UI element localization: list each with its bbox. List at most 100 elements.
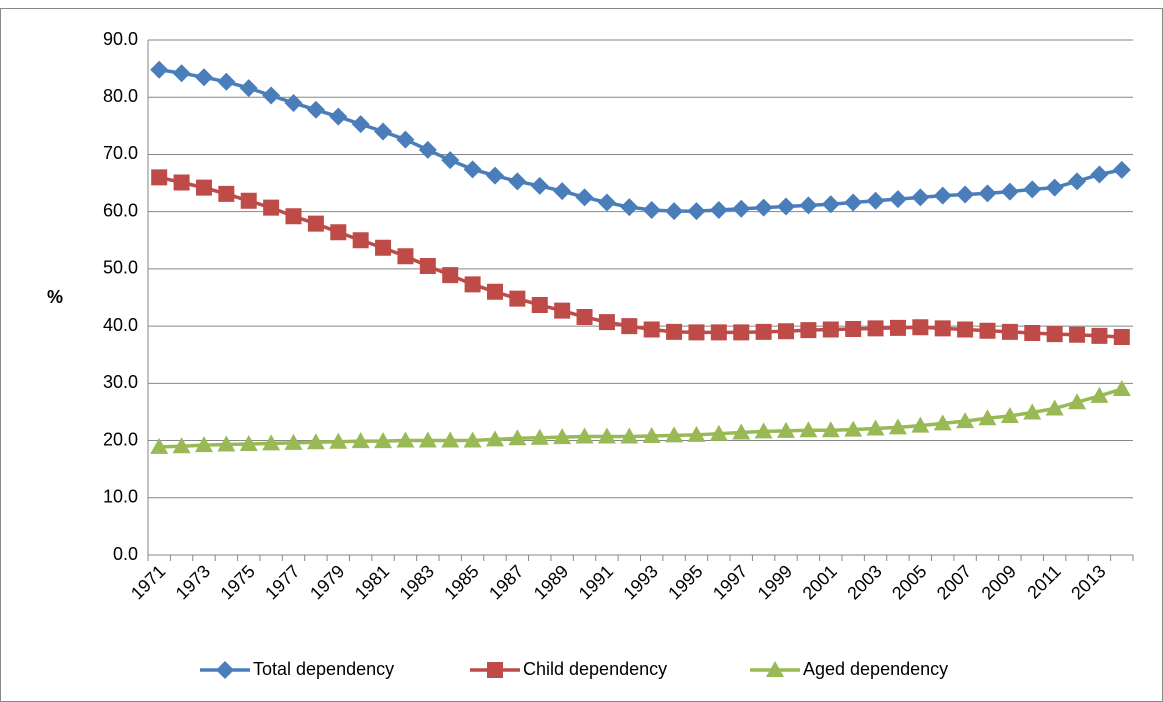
legend-label: Child dependency [523, 659, 667, 679]
data-point [687, 425, 706, 442]
data-point [888, 418, 907, 435]
data-point [866, 191, 885, 210]
data-point [866, 419, 885, 436]
data-point [530, 176, 549, 195]
legend-label: Aged dependency [803, 659, 948, 679]
data-point [844, 420, 863, 437]
legend-marker [766, 661, 784, 677]
data-point [194, 436, 213, 453]
data-point [1023, 403, 1042, 420]
data-point [1069, 326, 1086, 343]
data-point [374, 432, 393, 449]
data-point [441, 151, 460, 170]
x-tick-label: 2005 [888, 561, 930, 603]
series-line [158, 68, 1123, 213]
x-tick-label: 2013 [1067, 561, 1109, 603]
data-point [485, 166, 504, 185]
data-point [172, 437, 191, 454]
data-point [1046, 326, 1063, 343]
x-tick-label: 1981 [351, 561, 393, 603]
data-point [957, 321, 974, 338]
data-point [530, 428, 549, 445]
data-point [889, 319, 906, 336]
data-point [642, 200, 661, 219]
data-point [306, 100, 325, 119]
data-point [262, 86, 281, 105]
y-axis-label: % [47, 287, 63, 307]
data-point [374, 122, 393, 141]
data-point [1045, 399, 1064, 416]
x-tick-label: 1985 [440, 561, 482, 603]
data-point [933, 414, 952, 431]
y-tick-label: 80.0 [103, 86, 138, 106]
x-tick-label: 2003 [843, 561, 885, 603]
data-point [1068, 172, 1087, 191]
data-point [150, 437, 169, 454]
data-point [351, 115, 370, 134]
series-line [159, 387, 1123, 449]
y-tick-label: 50.0 [103, 258, 138, 278]
x-tick-label: 1983 [396, 561, 438, 603]
series-line [158, 175, 1122, 339]
data-point [418, 140, 437, 159]
data-point [262, 434, 281, 451]
y-tick-label: 10.0 [103, 487, 138, 507]
y-tick-label: 60.0 [103, 200, 138, 220]
data-point [665, 426, 684, 443]
data-point [172, 64, 191, 83]
data-point [687, 202, 706, 221]
data-point [911, 188, 930, 207]
y-tick-label: 30.0 [103, 372, 138, 392]
data-point [329, 432, 348, 449]
data-point [934, 320, 951, 337]
data-point [1001, 323, 1018, 340]
data-point [352, 232, 369, 249]
data-point [575, 427, 594, 444]
data-point [912, 319, 929, 336]
data-point [598, 314, 615, 331]
data-point [576, 308, 593, 325]
data-point [307, 215, 324, 232]
data-point [777, 197, 796, 216]
data-point [306, 433, 325, 450]
data-point [553, 182, 572, 201]
data-point [1023, 180, 1042, 199]
x-tick-label: 1971 [127, 561, 169, 603]
x-tick-label: 1993 [619, 561, 661, 603]
y-tick-label: 40.0 [103, 315, 138, 335]
data-point [553, 428, 572, 445]
x-tick-label: 1991 [575, 561, 617, 603]
data-point [1024, 324, 1041, 341]
data-point [710, 324, 727, 341]
data-point [485, 430, 504, 447]
data-point [150, 60, 169, 79]
data-point [956, 412, 975, 429]
data-point [1045, 178, 1064, 197]
data-point [263, 199, 280, 216]
data-point [732, 199, 751, 218]
data-point [330, 224, 347, 241]
data-point [575, 188, 594, 207]
x-tick-label: 2001 [799, 561, 841, 603]
data-point [755, 323, 772, 340]
data-point [463, 160, 482, 179]
data-point [351, 432, 370, 449]
data-point [1090, 165, 1109, 184]
data-point [396, 431, 415, 448]
x-tick-label: 2009 [978, 561, 1020, 603]
y-tick-label: 90.0 [103, 29, 138, 49]
data-point [375, 239, 392, 256]
data-point [217, 72, 236, 91]
data-point [173, 174, 190, 191]
x-tick-label: 1973 [172, 561, 214, 603]
data-point [442, 267, 459, 284]
data-point [397, 248, 414, 265]
y-tick-label: 70.0 [103, 143, 138, 163]
data-point [597, 193, 616, 212]
data-point [1068, 393, 1087, 410]
data-point [1112, 160, 1131, 179]
data-point [621, 318, 638, 335]
data-point [754, 422, 773, 439]
data-point [978, 409, 997, 426]
data-point [778, 323, 795, 340]
